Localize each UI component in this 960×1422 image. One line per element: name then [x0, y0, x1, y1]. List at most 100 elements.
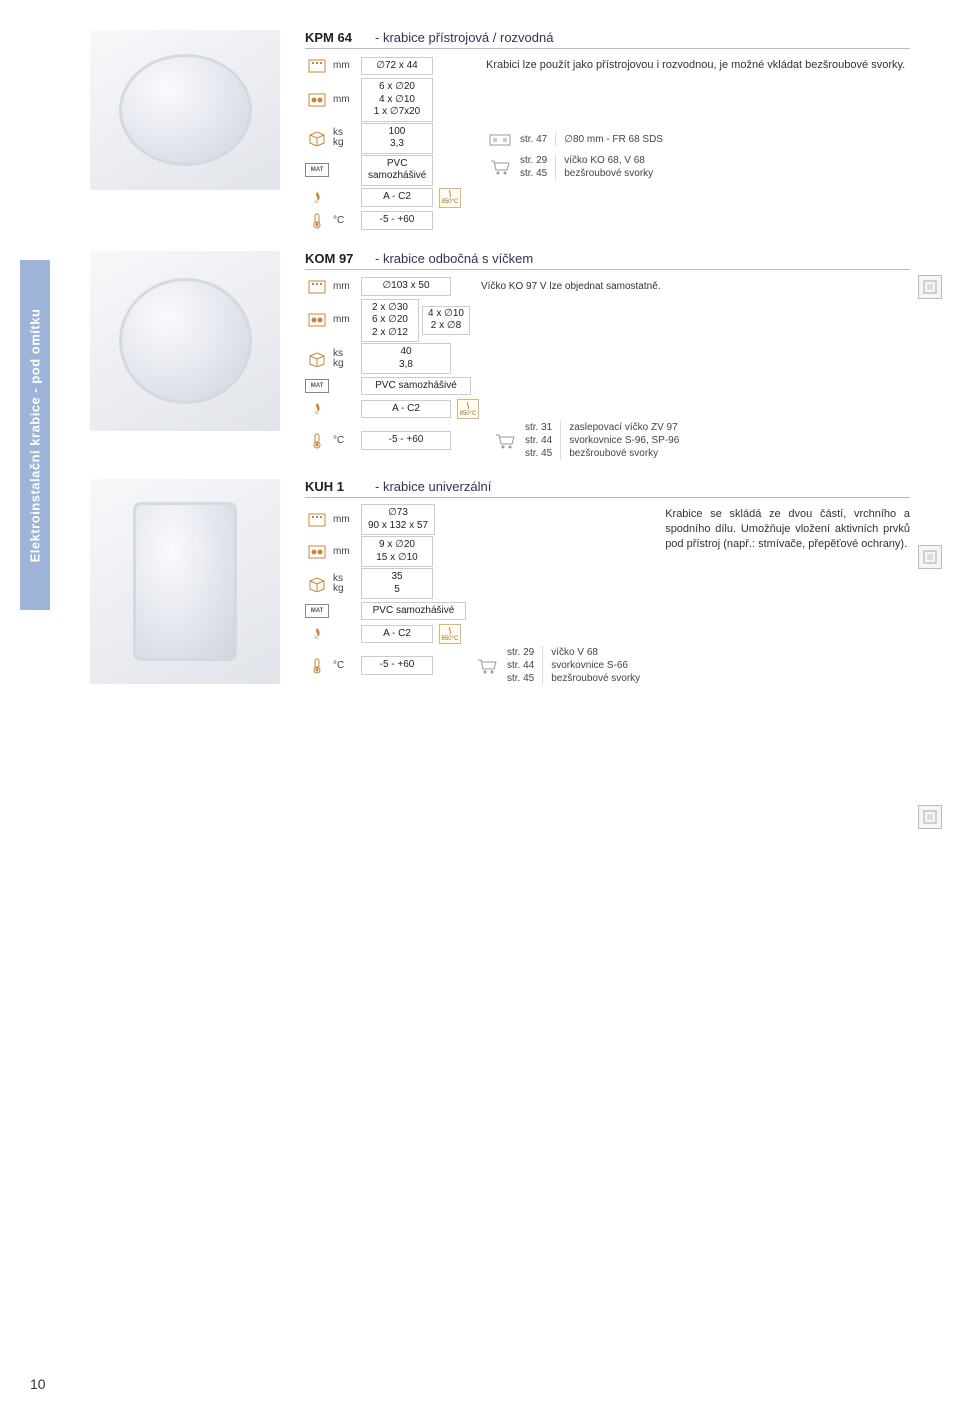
spec-temp: -5 - +60 — [361, 431, 451, 450]
product-kuh1: KUH 1 - krabice univerzální mm ∅73 90 x … — [90, 479, 910, 686]
spec-class: A - C2 — [361, 188, 433, 207]
temp-icon — [305, 432, 329, 450]
side-label: Elektroinstalační krabice - pod omítku — [28, 308, 43, 562]
knockout-icon — [305, 91, 329, 109]
dimension-icon — [305, 278, 329, 296]
spec-class: A - C2 — [361, 400, 451, 419]
product-code: KUH 1 — [305, 479, 365, 494]
spec-dimension: ∅73 90 x 132 x 57 — [361, 504, 435, 535]
title-row: KUH 1 - krabice univerzální — [305, 479, 910, 498]
fire-icon — [305, 189, 329, 207]
side-tab: Elektroinstalační krabice - pod omítku — [20, 260, 50, 610]
product-image — [90, 30, 280, 190]
ref-page: str. 29 str. 45 — [520, 154, 556, 180]
accessory-icon — [486, 129, 514, 151]
dimension-icon — [305, 511, 329, 529]
spec-knockouts: 6 x ∅20 4 x ∅10 1 x ∅7x20 — [361, 78, 433, 122]
product-description: Krabice se skládá ze dvou částí, vrchníh… — [665, 507, 910, 552]
description-col: Krabice se skládá ze dvou částí, vrchníh… — [665, 504, 910, 560]
spec-package: 403,8 — [361, 343, 451, 374]
side-badge — [918, 545, 942, 569]
cart-icon — [486, 156, 514, 178]
product-title: - krabice odbočná s víčkem — [375, 251, 533, 266]
product-content: KOM 97 - krabice odbočná s víčkem mm ∅10… — [305, 251, 910, 462]
package-icon — [305, 350, 329, 368]
unit-degc: °C — [333, 436, 361, 446]
product-description: Krabici lze použít jako přístrojovou i r… — [486, 58, 910, 73]
page-number: 10 — [30, 1376, 46, 1392]
spec-knockouts: 9 x ∅20 15 x ∅10 — [361, 536, 433, 567]
side-badge — [918, 805, 942, 829]
spec-dimension: ∅103 x 50 — [361, 277, 451, 296]
dimension-icon — [305, 57, 329, 75]
spec-package: 1003,3 — [361, 123, 433, 154]
unit-mm: mm — [333, 515, 361, 525]
package-icon — [305, 575, 329, 593]
spec-knockouts-2: 4 x ∅10 2 x ∅8 — [422, 306, 470, 335]
spec-knockouts: 2 x ∅30 6 x ∅20 2 x ∅12 — [361, 299, 419, 343]
reference-row: str. 29 str. 45 víčko KO 68, V 68 bezšro… — [486, 154, 910, 180]
title-row: KPM 64 - krabice přístrojová / rozvodná — [305, 30, 910, 49]
spec-temp: -5 - +60 — [361, 656, 433, 675]
unit-degc: °C — [333, 216, 361, 226]
ref-page: str. 31 str. 44 str. 45 — [525, 421, 561, 460]
spec-column-left: mm ∅72 x 44 mm 6 x ∅20 4 x ∅10 1 x ∅7x20… — [305, 55, 461, 233]
unit-kskg: ks kg — [333, 349, 361, 369]
product-content: KUH 1 - krabice univerzální mm ∅73 90 x … — [305, 479, 910, 686]
fire-badge: 850°C — [457, 399, 479, 419]
spec-temp: -5 - +60 — [361, 211, 433, 230]
fire-icon — [305, 625, 329, 643]
cart-icon — [473, 655, 501, 677]
fire-badge: 850°C — [439, 188, 461, 208]
info-area: mm ∅103 x 50 Víčko KO 97 V lze objednat … — [305, 276, 910, 462]
material-icon: MAT — [305, 163, 329, 177]
description-refs: Krabici lze použít jako přístrojovou i r… — [486, 55, 910, 183]
fire-badge: 850°C — [439, 624, 461, 644]
ref-page: str. 29 str. 44 str. 45 — [507, 646, 543, 685]
ref-text: zaslepovací víčko ZV 97 svorkovnice S-96… — [561, 421, 679, 460]
unit-mm: mm — [333, 547, 361, 557]
info-area: mm ∅72 x 44 mm 6 x ∅20 4 x ∅10 1 x ∅7x20… — [305, 55, 910, 233]
ref-page: str. 47 — [520, 133, 556, 146]
spec-class: A - C2 — [361, 625, 433, 644]
ref-text: víčko KO 68, V 68 bezšroubové svorky — [556, 154, 653, 180]
spec-dimension: ∅72 x 44 — [361, 57, 433, 76]
product-code: KOM 97 — [305, 251, 365, 266]
reference-row: str. 47 ∅80 mm - FR 68 SDS — [486, 129, 910, 151]
product-title: - krabice přístrojová / rozvodná — [375, 30, 553, 45]
spec-material: PVC samozhášivé — [361, 155, 433, 186]
product-kpm64: KPM 64 - krabice přístrojová / rozvodná … — [90, 30, 910, 233]
material-icon: MAT — [305, 604, 329, 618]
material-icon: MAT — [305, 379, 329, 393]
title-row: KOM 97 - krabice odbočná s víčkem — [305, 251, 910, 270]
knockout-icon — [305, 543, 329, 561]
product-kom97: KOM 97 - krabice odbočná s víčkem mm ∅10… — [90, 251, 910, 462]
product-image — [90, 479, 280, 684]
product-image — [90, 251, 280, 431]
product-note: Víčko KO 97 V lze objednat samostatně. — [481, 281, 661, 292]
fire-icon — [305, 400, 329, 418]
side-badge — [918, 275, 942, 299]
spec-material: PVC samozhášivé — [361, 602, 466, 621]
ref-text: víčko V 68 svorkovnice S-66 bezšroubové … — [543, 646, 640, 685]
unit-mm: mm — [333, 315, 361, 325]
product-title: - krabice univerzální — [375, 479, 491, 494]
page: Elektroinstalační krabice - pod omítku K… — [0, 0, 960, 1422]
ref-text: ∅80 mm - FR 68 SDS — [556, 133, 663, 146]
temp-icon — [305, 212, 329, 230]
spec-material: PVC samozhášivé — [361, 377, 471, 396]
spec-column: mm ∅73 90 x 132 x 57 mm 9 x ∅20 15 x ∅10… — [305, 504, 640, 686]
unit-mm: mm — [333, 95, 361, 105]
product-content: KPM 64 - krabice přístrojová / rozvodná … — [305, 30, 910, 233]
spec-package: 355 — [361, 568, 433, 599]
spec-column: mm ∅103 x 50 Víčko KO 97 V lze objednat … — [305, 276, 679, 462]
package-icon — [305, 129, 329, 147]
cart-icon — [491, 430, 519, 452]
unit-mm: mm — [333, 61, 361, 71]
unit-degc: °C — [333, 661, 361, 671]
unit-kskg: ks kg — [333, 128, 361, 148]
unit-kskg: ks kg — [333, 574, 361, 594]
product-code: KPM 64 — [305, 30, 365, 45]
temp-icon — [305, 657, 329, 675]
info-area: mm ∅73 90 x 132 x 57 mm 9 x ∅20 15 x ∅10… — [305, 504, 910, 686]
